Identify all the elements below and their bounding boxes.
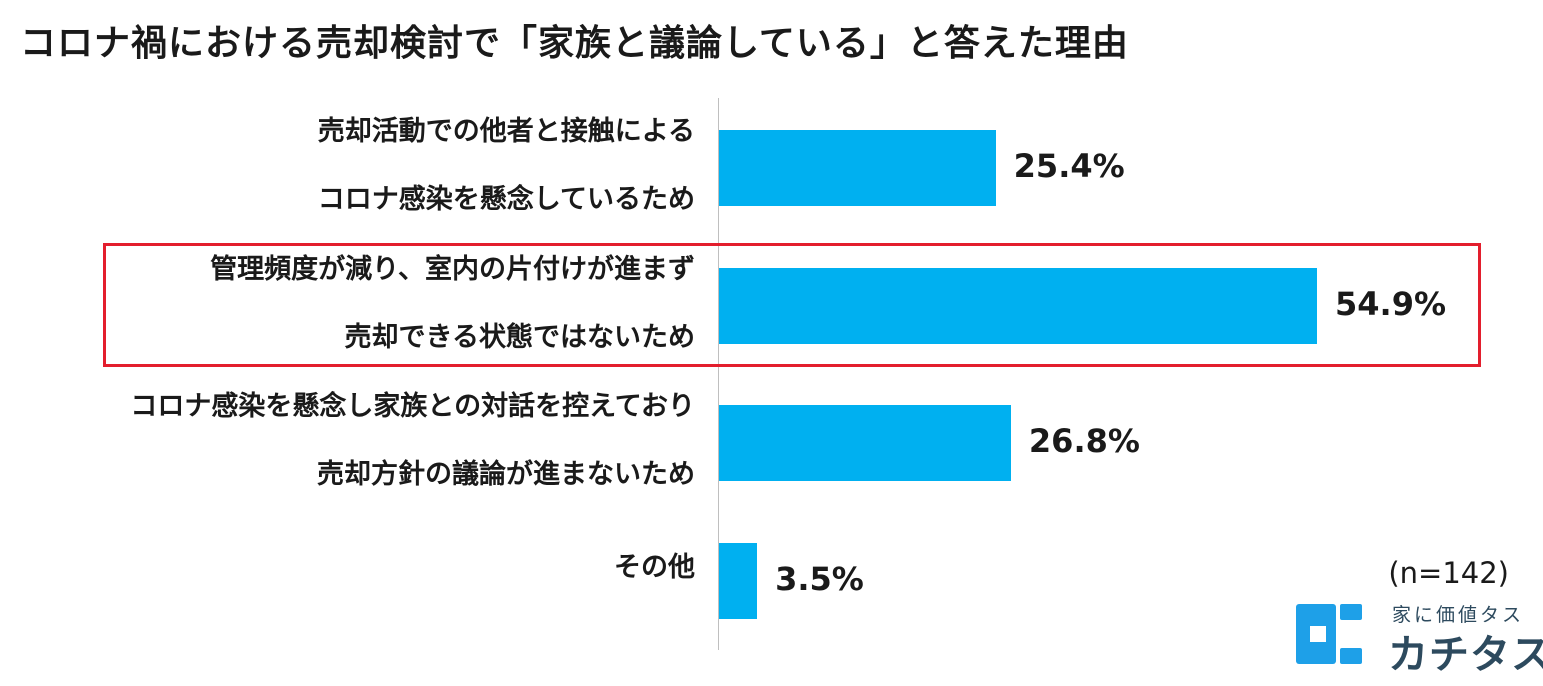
brand-logo: 家に価値タス カチタス [1296,600,1543,678]
chart-title: コロナ禍における売却検討で「家族と議論している」と答えた理由 [20,23,1129,64]
data-label: 54.9% [1335,285,1447,323]
highlight-box [103,243,1481,367]
data-label: 3.5% [775,560,864,598]
y-axis-line [718,98,719,650]
category-label: 売却できる状態ではないため [344,322,695,353]
category-label: 売却方針の議論が進まないため [317,459,695,490]
data-label: 26.8% [1028,422,1140,460]
bar [719,130,996,206]
category-label: 売却活動での他者と接触による [317,116,695,147]
category-label: 管理頻度が減り、室内の片付けが進まず [210,254,695,285]
brand-name: カチタス [1388,632,1543,678]
house-logo-icon [1296,604,1362,664]
bar [719,405,1011,481]
category-label: その他 [614,552,695,583]
brand-tagline: 家に価値タス [1392,604,1525,626]
category-label: コロナ感染を懸念しているため [317,184,695,215]
bar [719,268,1317,344]
bar [719,543,758,619]
category-label: コロナ感染を懸念し家族との対話を控えており [130,391,695,422]
data-label: 25.4% [1013,147,1125,185]
sample-size-note: (n=142) [1388,556,1509,590]
